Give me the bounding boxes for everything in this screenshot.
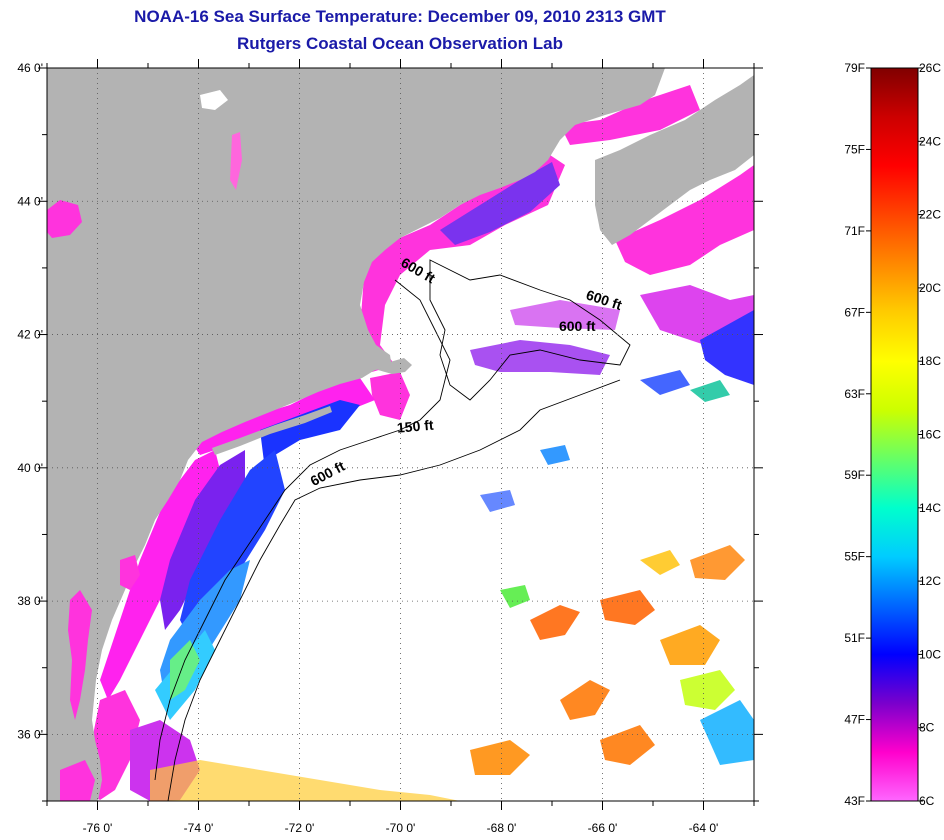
sst-patch-gs-11: [690, 545, 745, 580]
delaware-bay: [120, 555, 140, 590]
colorbar-c-label: 18C: [919, 354, 941, 368]
lon-tick-label: -74 0': [184, 821, 214, 835]
colorbar-f-label: 63F: [844, 387, 865, 401]
map-subtitle: Rutgers Coastal Ocean Observation Lab: [237, 34, 563, 53]
sst-patch-ny-bight-blue: [260, 400, 360, 470]
lake-small-1: [200, 90, 228, 110]
sst-patch-fundy: [560, 85, 700, 145]
sst-patch-gom-interior: [510, 300, 620, 330]
latitude-axis: 46 0' 44 0' 42 0' 40 0' 38 0' 36 0': [17, 61, 763, 802]
land-us-east-coast: [47, 68, 665, 801]
sst-patch-gs-4: [660, 625, 720, 665]
land-nova-scotia: [595, 75, 754, 245]
sst-patch-gs-15: [690, 380, 730, 402]
colorbar-c-label: 6C: [919, 794, 935, 808]
sst-patch-gs-5: [680, 670, 735, 710]
colorbar-c-label: 14C: [919, 501, 941, 515]
colorbar-f-label: 79F: [844, 61, 865, 75]
chesapeake-bay: [68, 590, 92, 720]
colorbar: 79F 75F 71F 67F 63F 59F 55F 51F 47F 43F 26C 24C 22C…: [844, 61, 941, 808]
lat-tick-label: 44 0': [17, 194, 43, 208]
sst-patch-li-sound: [190, 378, 375, 455]
sst-patch-gs-12: [480, 490, 515, 512]
colorbar-f-label: 71F: [844, 224, 865, 238]
sst-patch-gulf-stream-south: [150, 760, 460, 801]
lat-tick-label: 36 0': [17, 727, 43, 741]
colorbar-c-label: 16C: [919, 428, 941, 442]
sst-patch-maine-purple: [440, 162, 560, 245]
sst-patch-shelf-green: [170, 640, 200, 700]
sst-patch-gs-14: [640, 370, 690, 395]
bathymetry-contours: [154, 259, 631, 801]
contour-600ft-shelf: [167, 379, 621, 801]
lat-tick-label: 40 0': [17, 461, 43, 475]
colorbar-c-label: 20C: [919, 281, 941, 295]
pamlico-sound: [60, 760, 95, 801]
land-layer: [47, 68, 754, 801]
colorbar-f-label: 43F: [844, 794, 865, 808]
lon-tick-label: -70 0': [386, 821, 416, 835]
lon-tick-label: -64 0': [689, 821, 719, 835]
colorbar-c-label: 8C: [919, 721, 935, 735]
colorbar-f-label: 75F: [844, 142, 865, 156]
lake-champlain: [230, 132, 242, 190]
colorbar-c-label: 10C: [919, 647, 941, 661]
lon-tick-label: -68 0': [487, 821, 517, 835]
contour-label: 600 ft: [559, 318, 596, 334]
lon-tick-label: -72 0': [285, 821, 315, 835]
lon-tick-label: -66 0': [588, 821, 618, 835]
sst-patch-gs-13: [540, 445, 570, 465]
sst-patch-gs-10: [640, 550, 680, 575]
colorbar-gradient: [870, 67, 919, 802]
colorbar-c-label: 26C: [919, 61, 941, 75]
map-title: NOAA-16 Sea Surface Temperature: Decembe…: [134, 7, 666, 26]
colorbar-f-label: 55F: [844, 550, 865, 564]
sst-patch-gs-3: [600, 590, 655, 625]
lat-tick-label: 46 0': [17, 61, 43, 75]
land-cape-cod: [378, 358, 412, 374]
colorbar-f-label: 67F: [844, 305, 865, 319]
contour-label: 150 ft: [396, 417, 434, 436]
colorbar-f-label: 59F: [844, 468, 865, 482]
sst-patch-shelf-blue: [700, 310, 754, 385]
sst-patch-gs-2: [530, 605, 580, 640]
sst-patch-shelf-purple: [160, 450, 245, 630]
colorbar-c-label: 22C: [919, 208, 941, 222]
sst-patch-gs-9: [500, 585, 530, 608]
sst-patch-nova-scotia: [615, 165, 754, 275]
longitude-axis: -76 0' -74 0' -72 0' -70 0' -68 0' -66 0' -64 …: [46, 59, 755, 835]
colorbar-c-label: 24C: [919, 134, 941, 148]
land-long-island: [212, 406, 332, 455]
contour-600ft-gom: [429, 259, 631, 401]
sst-patch-cape-cod: [370, 372, 410, 420]
colorbar-f-label: 47F: [844, 713, 865, 727]
lon-tick-label: -76 0': [83, 821, 113, 835]
colorbar-fahrenheit-labels: 79F 75F 71F 67F 63F 59F 55F 51F 47F 43F: [844, 61, 871, 808]
sst-patch-gs-8: [700, 700, 754, 765]
colorbar-c-label: 12C: [919, 574, 941, 588]
sst-patch-georges: [470, 340, 610, 375]
lat-tick-label: 42 0': [17, 328, 43, 342]
sst-patch-gs-1: [560, 680, 610, 720]
graticule: [47, 68, 754, 801]
map-layers: [47, 68, 754, 801]
colorbar-f-label: 51F: [844, 631, 865, 645]
sst-patch-gs-6: [470, 740, 530, 775]
lake-ontario: [47, 200, 82, 238]
sst-patch-gs-7: [600, 725, 655, 765]
contour-150ft: [154, 279, 451, 781]
colorbar-celsius-labels: 26C 24C 22C 20C 18C 16C 14C 12C 10C 8C 6C: [918, 61, 941, 808]
sst-patch-shelf-blue-mid: [180, 450, 285, 640]
sst-patches: [85, 85, 754, 801]
lat-tick-label: 38 0': [17, 594, 43, 608]
